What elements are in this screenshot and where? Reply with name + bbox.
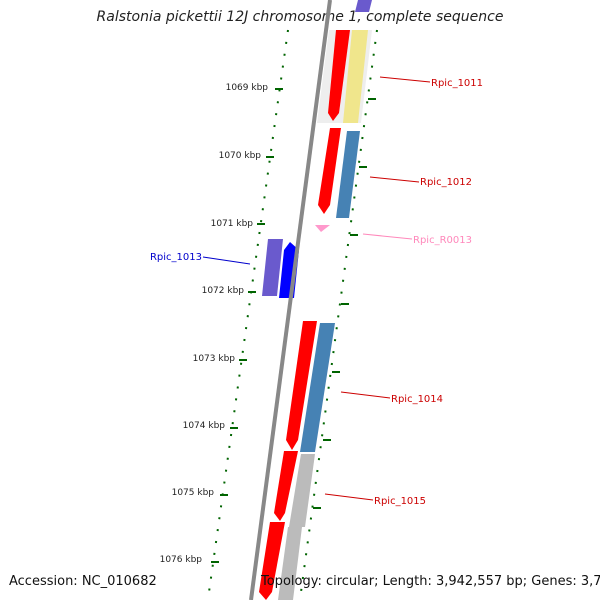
gene-label-rpic-1014[interactable]: Rpic_1014 bbox=[391, 394, 443, 405]
gene-label-rpic-r0013[interactable]: Rpic_R0013 bbox=[413, 235, 472, 246]
scale-label: 1072 kbp bbox=[202, 286, 245, 296]
label-leader bbox=[340, 391, 391, 399]
gene-arrow-red[interactable] bbox=[259, 522, 285, 600]
gene-block-steelblue[interactable] bbox=[300, 323, 335, 452]
label-leader bbox=[324, 493, 374, 501]
gene-label-rpic-1012[interactable]: Rpic_1012 bbox=[420, 177, 472, 188]
gene-block-steelblue[interactable] bbox=[336, 131, 360, 218]
label-leader bbox=[379, 76, 431, 83]
accession-text: Accession: NC_010682 bbox=[9, 574, 157, 589]
gene-arrow-red[interactable] bbox=[328, 30, 350, 121]
scale-label: 1070 kbp bbox=[219, 151, 262, 161]
scale-label: 1075 kbp bbox=[172, 488, 215, 498]
gene-label-rpic-1011[interactable]: Rpic_1011 bbox=[431, 78, 483, 89]
gene-block-purple[interactable] bbox=[262, 239, 283, 296]
gene-block-yellow[interactable] bbox=[343, 30, 368, 123]
scale-label: 1074 kbp bbox=[183, 421, 226, 431]
map-title: Ralstonia pickettii 12J chromosome 1, co… bbox=[96, 9, 504, 25]
scale-label: 1069 kbp bbox=[226, 83, 269, 93]
scale-label: 1071 kbp bbox=[211, 219, 254, 229]
gene-arrow-red[interactable] bbox=[274, 451, 298, 521]
genome-backbone bbox=[249, 0, 332, 600]
label-leader bbox=[362, 233, 413, 240]
gene-label-rpic-1013[interactable]: Rpic_1013 bbox=[150, 252, 202, 263]
gene-block-gray[interactable] bbox=[278, 527, 302, 600]
gene-labels: Rpic_1011 Rpic_1012 Rpic_R0013 Rpic_1013… bbox=[150, 76, 483, 507]
feature-blocks bbox=[259, 0, 372, 600]
topology-text: Topology: circular; Length: 3,942,557 bp… bbox=[261, 574, 600, 589]
scale-label: 1076 kbp bbox=[160, 555, 203, 565]
scale-ring bbox=[208, 29, 378, 593]
gene-arrow-red[interactable] bbox=[286, 321, 317, 450]
scale-label: 1073 kbp bbox=[193, 354, 236, 364]
gene-block-gray[interactable] bbox=[289, 454, 315, 527]
gene-arrow-red[interactable] bbox=[318, 128, 341, 214]
scale-labels: 1069 kbp 1070 kbp 1071 kbp 1072 kbp 1073… bbox=[160, 83, 269, 565]
rna-marker[interactable] bbox=[315, 225, 330, 232]
gene-label-rpic-1015[interactable]: Rpic_1015 bbox=[374, 496, 426, 507]
label-leader bbox=[369, 176, 420, 183]
gene-block-purple[interactable] bbox=[355, 0, 372, 12]
label-leader bbox=[202, 256, 251, 265]
